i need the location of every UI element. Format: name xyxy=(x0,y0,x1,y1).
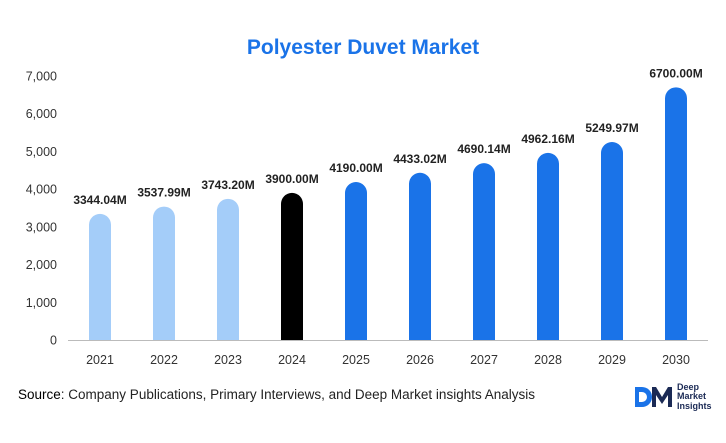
x-tick-label-2024: 2024 xyxy=(278,353,306,367)
brand-name: Deep Market Insights xyxy=(677,381,712,412)
data-label-2021: 3344.04M xyxy=(73,193,126,207)
x-tick-label-2029: 2029 xyxy=(598,353,626,367)
y-tick-label: 6,000 xyxy=(26,107,57,121)
x-tick-label-2025: 2025 xyxy=(342,353,370,367)
data-label-2029: 5249.97M xyxy=(585,121,638,135)
chart-title: Polyester Duvet Market xyxy=(246,36,480,59)
data-label-2025: 4190.00M xyxy=(329,161,382,175)
x-axis: 2021 2022 2023 2024 2025 2026 2027 2028 2029 2030 xyxy=(68,340,708,367)
brand-line-2: Market xyxy=(677,391,707,402)
bar-chart: 0 1,000 2,000 3,000 4,000 5,000 6,000 7,000 202… xyxy=(26,66,708,367)
x-tick-label-2030: 2030 xyxy=(662,353,690,367)
y-tick-label: 5,000 xyxy=(26,145,57,159)
y-tick-label: 3,000 xyxy=(26,220,57,234)
x-tick-label-2028: 2028 xyxy=(534,353,562,367)
bar-2022 xyxy=(153,206,175,340)
source-note: Source: Company Publications, Primary In… xyxy=(18,387,535,402)
data-label-2030: 6700.00M xyxy=(649,66,702,80)
data-label-2026: 4433.02M xyxy=(393,152,446,166)
x-tick-label-2023: 2023 xyxy=(214,353,242,367)
x-tick-label-2022: 2022 xyxy=(150,353,178,367)
y-axis: 0 1,000 2,000 3,000 4,000 5,000 6,000 7,000 xyxy=(26,70,57,348)
bar-2023 xyxy=(217,198,239,340)
bar-2029 xyxy=(601,142,623,340)
bars xyxy=(89,87,687,340)
brand-line-1: Deep xyxy=(677,381,700,392)
y-tick-label: 7,000 xyxy=(26,70,57,84)
bar-2026 xyxy=(409,172,431,340)
data-label-2028: 4962.16M xyxy=(521,132,574,146)
data-label-2024: 3900.00M xyxy=(265,172,318,186)
source-label: Source xyxy=(18,387,61,402)
dmi-logo-icon xyxy=(635,387,672,407)
source-text: : Company Publications, Primary Intervie… xyxy=(60,387,535,402)
brand-logo: Deep Market Insights xyxy=(633,382,712,412)
brand-line-3: Insights xyxy=(677,400,712,411)
bar-2028 xyxy=(537,152,559,340)
bar-2030 xyxy=(665,87,687,340)
x-tick-label-2021: 2021 xyxy=(86,353,114,367)
y-tick-label: 0 xyxy=(50,334,57,348)
bar-2021 xyxy=(89,213,111,340)
bar-2025 xyxy=(345,181,367,340)
data-label-2022: 3537.99M xyxy=(137,186,190,200)
y-tick-label: 2,000 xyxy=(26,258,57,272)
x-tick-label-2027: 2027 xyxy=(470,353,498,367)
bar-2024 xyxy=(281,192,303,340)
bar-2027 xyxy=(473,163,495,340)
x-tick-label-2026: 2026 xyxy=(406,353,434,367)
y-tick-label: 1,000 xyxy=(26,296,57,310)
data-label-2023: 3743.20M xyxy=(201,178,254,192)
y-tick-label: 4,000 xyxy=(26,183,57,197)
data-labels: 3344.04M 3537.99M 3743.20M 3900.00M 4190.00M… xyxy=(73,66,702,207)
data-label-2027: 4690.14M xyxy=(457,142,510,156)
